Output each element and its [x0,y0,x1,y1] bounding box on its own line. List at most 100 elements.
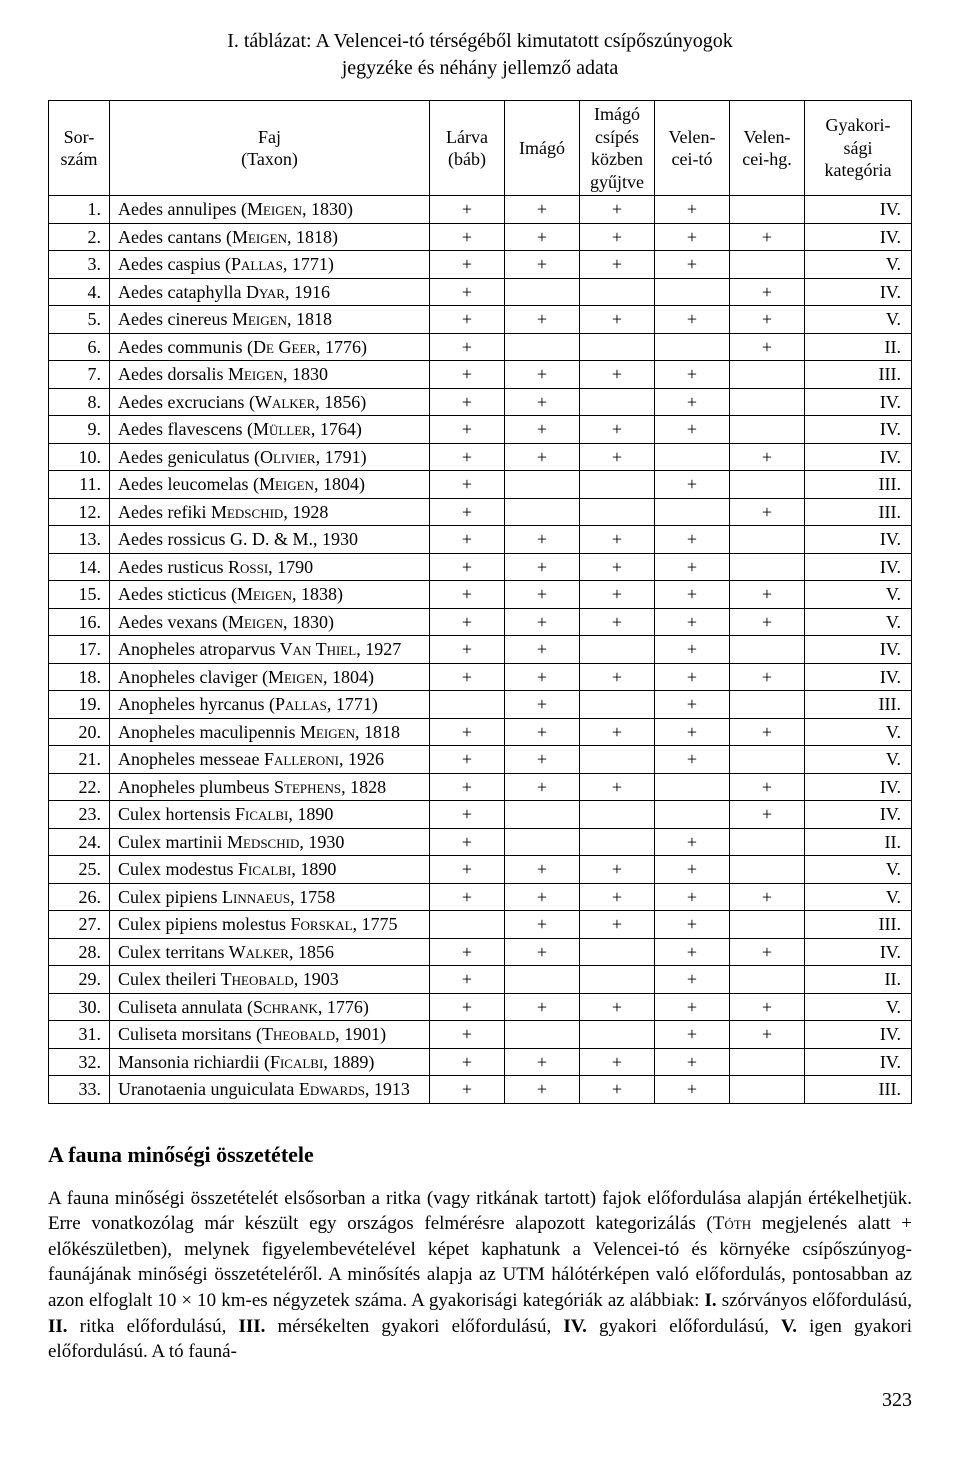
cell-mark: + [730,993,805,1021]
cell-num: 24. [49,828,110,856]
table-row: 19.Anopheles hyrcanus (Pallas, 1771)++II… [49,691,912,719]
table-row: 26.Culex pipiens Linnaeus, 1758+++++V. [49,883,912,911]
cell-mark: + [580,1048,655,1076]
cell-mark [580,278,655,306]
cell-category: V. [805,993,912,1021]
cell-mark: + [730,333,805,361]
cell-mark: + [430,856,505,884]
cell-mark: + [430,1021,505,1049]
cell-mark: + [430,223,505,251]
cell-mark: + [505,526,580,554]
cell-mark: + [655,416,730,444]
cell-mark [430,691,505,719]
cell-mark: + [655,911,730,939]
cell-mark: + [505,443,580,471]
cell-taxon: Aedes dorsalis Meigen, 1830 [110,361,430,389]
cell-taxon: Anopheles atroparvus Van Thiel, 1927 [110,636,430,664]
cell-num: 29. [49,966,110,994]
cell-num: 15. [49,581,110,609]
cell-mark [730,196,805,224]
cell-taxon: Culex theileri Theobald, 1903 [110,966,430,994]
page-number: 323 [48,1389,912,1412]
cell-mark: + [430,581,505,609]
cell-taxon: Aedes cataphylla Dyar, 1916 [110,278,430,306]
table-row: 13.Aedes rossicus G. D. & M., 1930++++IV… [49,526,912,554]
cell-mark [730,828,805,856]
cell-mark: + [505,361,580,389]
cell-category: IV. [805,223,912,251]
cell-mark: + [505,773,580,801]
cell-num: 20. [49,718,110,746]
cell-category: III. [805,471,912,499]
cell-mark: + [430,416,505,444]
cell-mark [730,388,805,416]
cell-mark: + [505,251,580,279]
cell-num: 25. [49,856,110,884]
cell-mark [580,636,655,664]
table-row: 17.Anopheles atroparvus Van Thiel, 1927+… [49,636,912,664]
cell-taxon: Anopheles hyrcanus (Pallas, 1771) [110,691,430,719]
cell-mark [730,746,805,774]
cell-num: 16. [49,608,110,636]
cell-mark: + [580,911,655,939]
cell-mark [730,251,805,279]
cell-num: 13. [49,526,110,554]
cell-category: IV. [805,1021,912,1049]
cell-mark: + [505,718,580,746]
cell-mark: + [505,306,580,334]
cell-taxon: Aedes annulipes (Meigen, 1830) [110,196,430,224]
page-container: I. táblázat: A Velencei-tó térségéből ki… [0,0,960,1452]
cell-mark [730,911,805,939]
cell-taxon: Culiseta annulata (Schrank, 1776) [110,993,430,1021]
cell-mark: + [505,993,580,1021]
cell-mark: + [430,526,505,554]
cell-mark [730,416,805,444]
table-row: 5.Aedes cinereus Meigen, 1818+++++V. [49,306,912,334]
cell-mark: + [655,196,730,224]
cell-mark: + [730,581,805,609]
cell-num: 3. [49,251,110,279]
cell-mark: + [580,663,655,691]
cell-mark: + [655,1021,730,1049]
cell-num: 2. [49,223,110,251]
cell-category: IV. [805,553,912,581]
cell-mark: + [655,663,730,691]
cell-mark [730,1048,805,1076]
cell-mark [655,498,730,526]
cell-category: IV. [805,663,912,691]
cell-mark [730,856,805,884]
cell-mark: + [505,856,580,884]
table-body: 1.Aedes annulipes (Meigen, 1830)++++IV.2… [49,196,912,1104]
cell-taxon: Aedes caspius (Pallas, 1771) [110,251,430,279]
cell-num: 21. [49,746,110,774]
cell-num: 31. [49,1021,110,1049]
table-row: 28.Culex territans Walker, 1856++++IV. [49,938,912,966]
cell-mark: + [430,663,505,691]
table-row: 23.Culex hortensis Ficalbi, 1890++IV. [49,801,912,829]
cell-mark: + [580,883,655,911]
table-row: 11.Aedes leucomelas (Meigen, 1804)++III. [49,471,912,499]
cell-mark: + [655,581,730,609]
cell-mark: + [430,938,505,966]
cell-mark: + [655,608,730,636]
cell-taxon: Anopheles maculipennis Meigen, 1818 [110,718,430,746]
cell-num: 27. [49,911,110,939]
cell-mark: + [430,608,505,636]
cell-taxon: Aedes communis (De Geer, 1776) [110,333,430,361]
cell-mark: + [430,636,505,664]
col-header-velencei-to: Velen- cei-tó [655,101,730,196]
cell-mark: + [430,498,505,526]
cell-num: 30. [49,993,110,1021]
cell-mark: + [730,608,805,636]
cell-num: 4. [49,278,110,306]
table-row: 29.Culex theileri Theobald, 1903++II. [49,966,912,994]
cell-mark: + [655,251,730,279]
table-row: 20.Anopheles maculipennis Meigen, 1818++… [49,718,912,746]
cell-num: 11. [49,471,110,499]
cell-mark: + [430,361,505,389]
cell-taxon: Aedes cantans (Meigen, 1818) [110,223,430,251]
col-header-imago: Imágó [505,101,580,196]
cell-mark: + [730,938,805,966]
cell-num: 32. [49,1048,110,1076]
cell-num: 14. [49,553,110,581]
